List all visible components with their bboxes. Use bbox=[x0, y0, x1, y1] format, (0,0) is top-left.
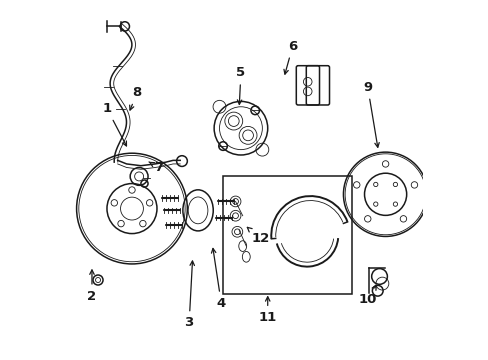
Text: 12: 12 bbox=[247, 227, 269, 246]
Text: 8: 8 bbox=[129, 86, 142, 110]
Text: 10: 10 bbox=[358, 285, 376, 306]
Text: 5: 5 bbox=[236, 66, 245, 104]
Text: 6: 6 bbox=[284, 40, 297, 74]
Text: 11: 11 bbox=[258, 297, 276, 324]
Text: 9: 9 bbox=[363, 81, 379, 147]
Text: 4: 4 bbox=[211, 248, 225, 310]
Text: 7: 7 bbox=[149, 161, 163, 174]
Text: 3: 3 bbox=[184, 261, 194, 329]
Bar bbox=[223, 176, 351, 294]
Text: 2: 2 bbox=[87, 270, 96, 303]
Text: 1: 1 bbox=[102, 102, 126, 146]
